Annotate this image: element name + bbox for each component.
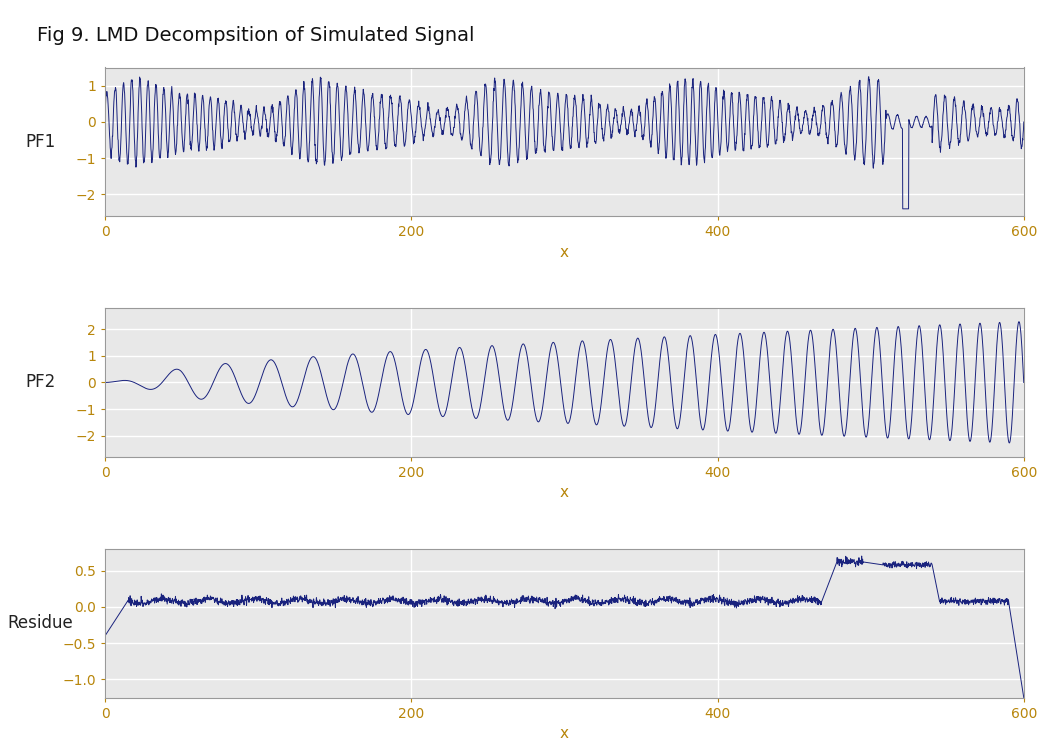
X-axis label: x: x: [560, 485, 569, 500]
X-axis label: x: x: [560, 244, 569, 260]
Y-axis label: Residue: Residue: [7, 614, 74, 632]
Text: Fig 9. LMD Decompsition of Simulated Signal: Fig 9. LMD Decompsition of Simulated Sig…: [37, 26, 475, 45]
Y-axis label: PF1: PF1: [25, 133, 56, 151]
Y-axis label: PF2: PF2: [25, 374, 56, 392]
X-axis label: x: x: [560, 726, 569, 741]
